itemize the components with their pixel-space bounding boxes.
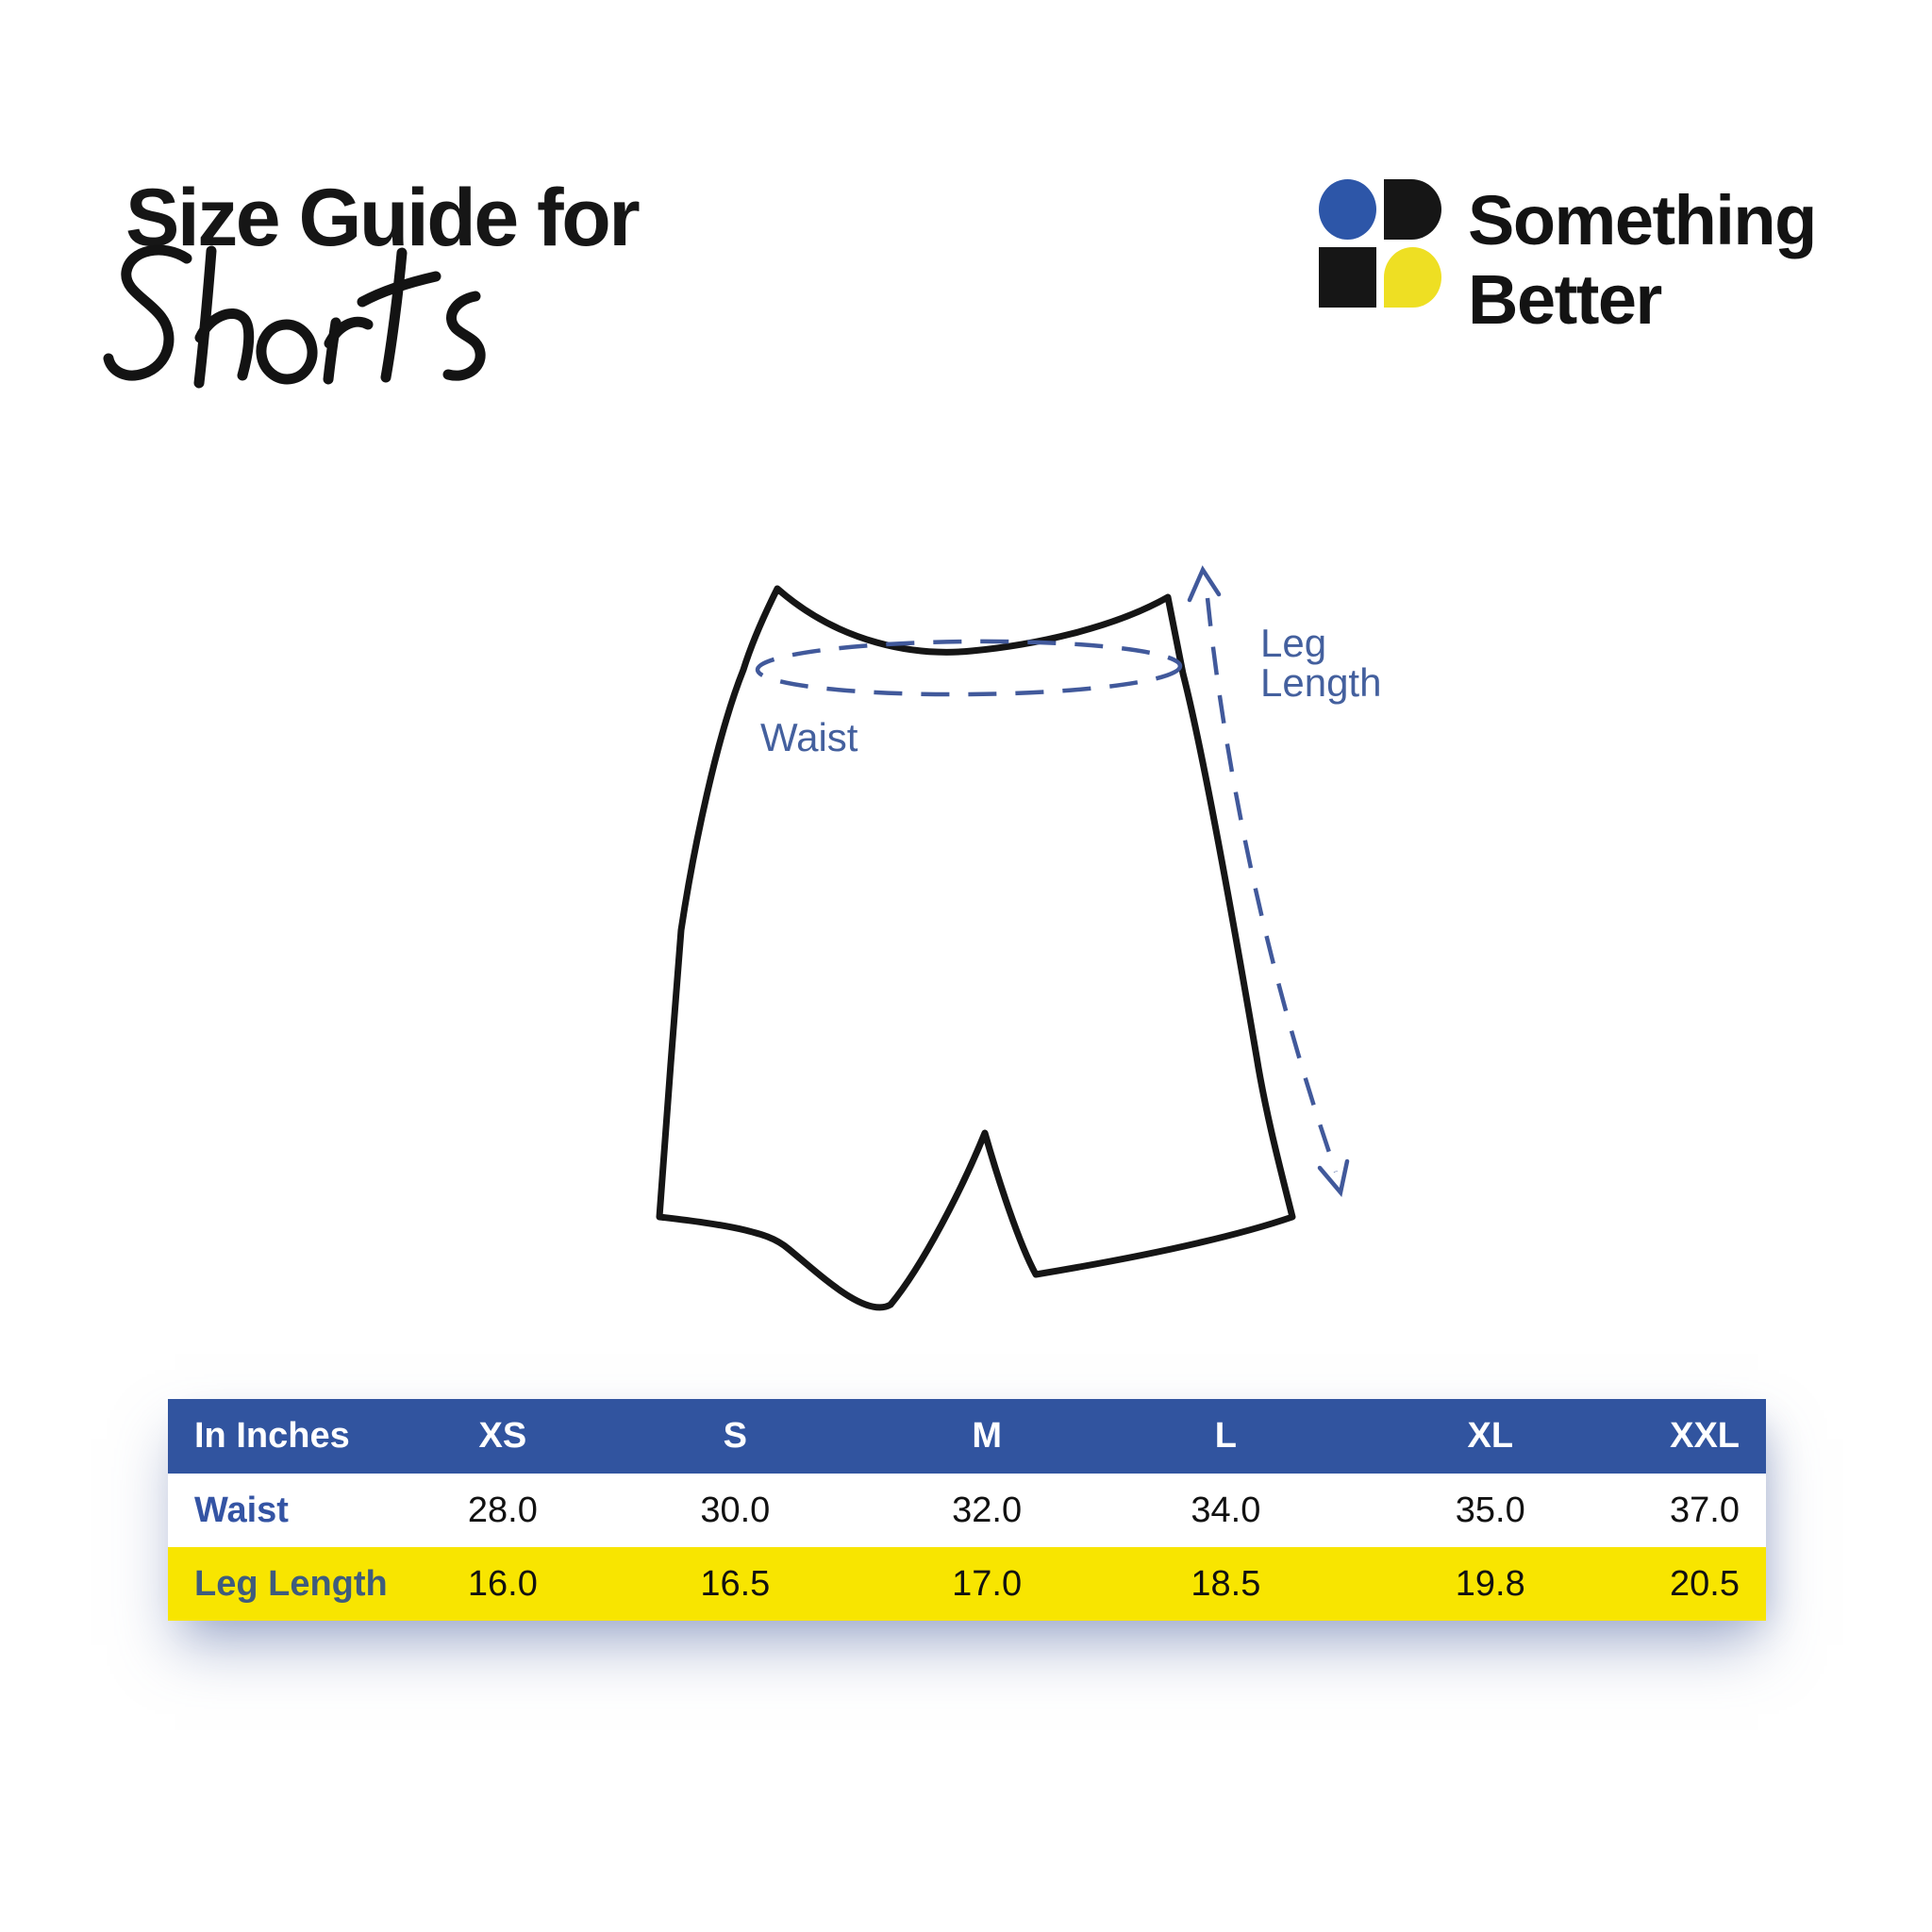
brand-logo-mark — [1319, 179, 1441, 308]
leg-value-m: 17.0 — [861, 1547, 1113, 1621]
unit-header: In Inches — [168, 1399, 397, 1474]
table-row-leg-length: Leg Length 16.0 16.5 17.0 18.5 19.8 20.5 — [168, 1547, 1766, 1621]
shorts-outline — [656, 585, 1296, 1311]
column-header-s: S — [608, 1399, 862, 1474]
leg-value-xxl: 20.5 — [1641, 1547, 1766, 1621]
product-name-script: Shorts — [102, 243, 498, 404]
column-header-l: L — [1112, 1399, 1340, 1474]
column-header-m: M — [861, 1399, 1113, 1474]
row-label-waist: Waist — [168, 1474, 397, 1547]
waist-measure-ellipse — [755, 639, 1183, 697]
leg-value-l: 18.5 — [1112, 1547, 1340, 1621]
shorts-outline-drawing: Waist Leg Length — [656, 565, 1381, 1311]
brand-name: Something Better — [1468, 181, 1817, 340]
waist-label: Waist — [760, 715, 858, 759]
waist-value-m: 32.0 — [861, 1474, 1113, 1547]
leg-length-arrowhead-up — [1187, 565, 1222, 603]
waist-value-xxl: 37.0 — [1641, 1474, 1766, 1547]
brand-name-line2: Better — [1468, 260, 1662, 339]
waist-value-s: 30.0 — [608, 1474, 862, 1547]
brand-logo: Something Better — [1319, 179, 1817, 340]
waist-value-xl: 35.0 — [1339, 1474, 1641, 1547]
brand-name-line1: Something — [1468, 181, 1817, 259]
size-table: In Inches XS S M L XL XXL Waist 28.0 30.… — [168, 1399, 1766, 1621]
handwritten-shorts-art — [103, 244, 486, 389]
leg-length-arrowhead-down — [1317, 1158, 1350, 1197]
column-header-xl: XL — [1339, 1399, 1641, 1474]
shorts-diagram: Waist Leg Length — [604, 528, 1415, 1340]
waist-value-l: 34.0 — [1112, 1474, 1340, 1547]
logo-black-square-icon — [1319, 247, 1376, 308]
row-label-leg-length: Leg Length — [168, 1547, 397, 1621]
logo-black-d-icon — [1384, 179, 1441, 240]
table-header-row: In Inches XS S M L XL XXL — [168, 1399, 1766, 1474]
leg-length-measure-line — [1205, 597, 1339, 1173]
waist-value-xs: 28.0 — [396, 1474, 609, 1547]
leg-value-xl: 19.8 — [1339, 1547, 1641, 1621]
column-header-xs: XS — [396, 1399, 609, 1474]
leg-length-label-line2: Length — [1260, 660, 1381, 705]
logo-blue-circle-icon — [1319, 179, 1376, 240]
leg-length-label-line1: Leg — [1260, 621, 1326, 665]
leg-value-s: 16.5 — [608, 1547, 862, 1621]
column-header-xxl: XXL — [1641, 1399, 1766, 1474]
leg-value-xs: 16.0 — [396, 1547, 609, 1621]
table-row-waist: Waist 28.0 30.0 32.0 34.0 35.0 37.0 — [168, 1474, 1766, 1547]
logo-yellow-petal-icon — [1384, 247, 1441, 308]
